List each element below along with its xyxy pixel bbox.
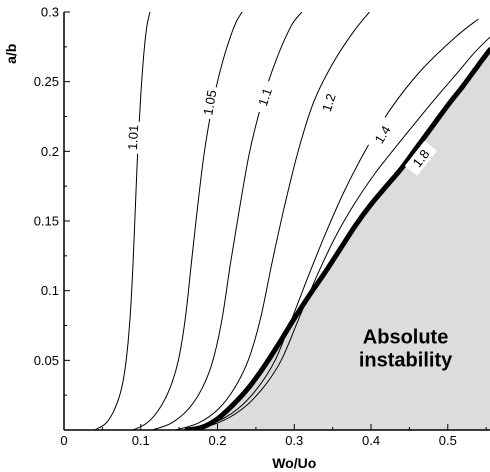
contour-labels: 1.011.05 1.1 1.21.41.8 xyxy=(124,79,438,176)
x-tick-label: 0.4 xyxy=(362,433,380,448)
x-tick-label: 0.3 xyxy=(285,433,303,448)
region-fill xyxy=(186,49,490,431)
contour-label-bg xyxy=(404,140,438,176)
contour-line-1.8 xyxy=(190,36,490,430)
region-label-line: Absolute xyxy=(363,327,449,349)
contour-line-1.1 xyxy=(152,12,303,430)
contour-label-bg xyxy=(199,85,221,120)
contour-line-1.4 xyxy=(186,18,479,430)
y-axis-label: a/b xyxy=(3,44,19,64)
y-tick-label: 0.1 xyxy=(41,283,59,298)
y-tick-label: 0.3 xyxy=(41,5,59,20)
contour-line-1.01 xyxy=(94,12,151,430)
x-tick-label: 0.1 xyxy=(132,433,150,448)
region-label-line: instability xyxy=(359,350,453,372)
contour-label-1.01: 1.01 xyxy=(125,124,141,150)
contour-line-1.2 xyxy=(175,12,370,430)
y-tick-label: 0.15 xyxy=(34,214,59,229)
x-tick-label: 0 xyxy=(60,433,67,448)
contour-label-bg xyxy=(124,120,142,154)
contour-label-bg xyxy=(367,116,398,153)
x-tick-label: 0.5 xyxy=(439,433,457,448)
region-label: Absolute instability xyxy=(359,327,453,372)
x-axis-label: Wo/Uo xyxy=(272,455,316,471)
contour-label-1.05: 1.05 xyxy=(200,89,219,116)
contour-label-bg xyxy=(316,84,342,121)
absolute-instability-region xyxy=(186,49,490,431)
y-tick-label: 0.05 xyxy=(34,353,59,368)
y-tick-label: 0.2 xyxy=(41,144,59,159)
contour-line-1.05 xyxy=(132,12,243,430)
y-tick-label: 0.25 xyxy=(34,74,59,89)
boundary-line xyxy=(184,47,490,430)
contour-lines xyxy=(94,12,490,430)
contour-label-1.1: 1.1 xyxy=(255,86,275,108)
boundary-curve xyxy=(184,47,490,430)
axis-ticks: 0 0.1 0.2 0.3 0.4 0.5 0.05 0.1 0.15 0.2 0.25 0.3 xyxy=(34,5,487,448)
contour-label-bg xyxy=(252,79,278,115)
contour-label-1.2: 1.2 xyxy=(319,92,339,114)
x-tick-label: 0.2 xyxy=(208,433,226,448)
